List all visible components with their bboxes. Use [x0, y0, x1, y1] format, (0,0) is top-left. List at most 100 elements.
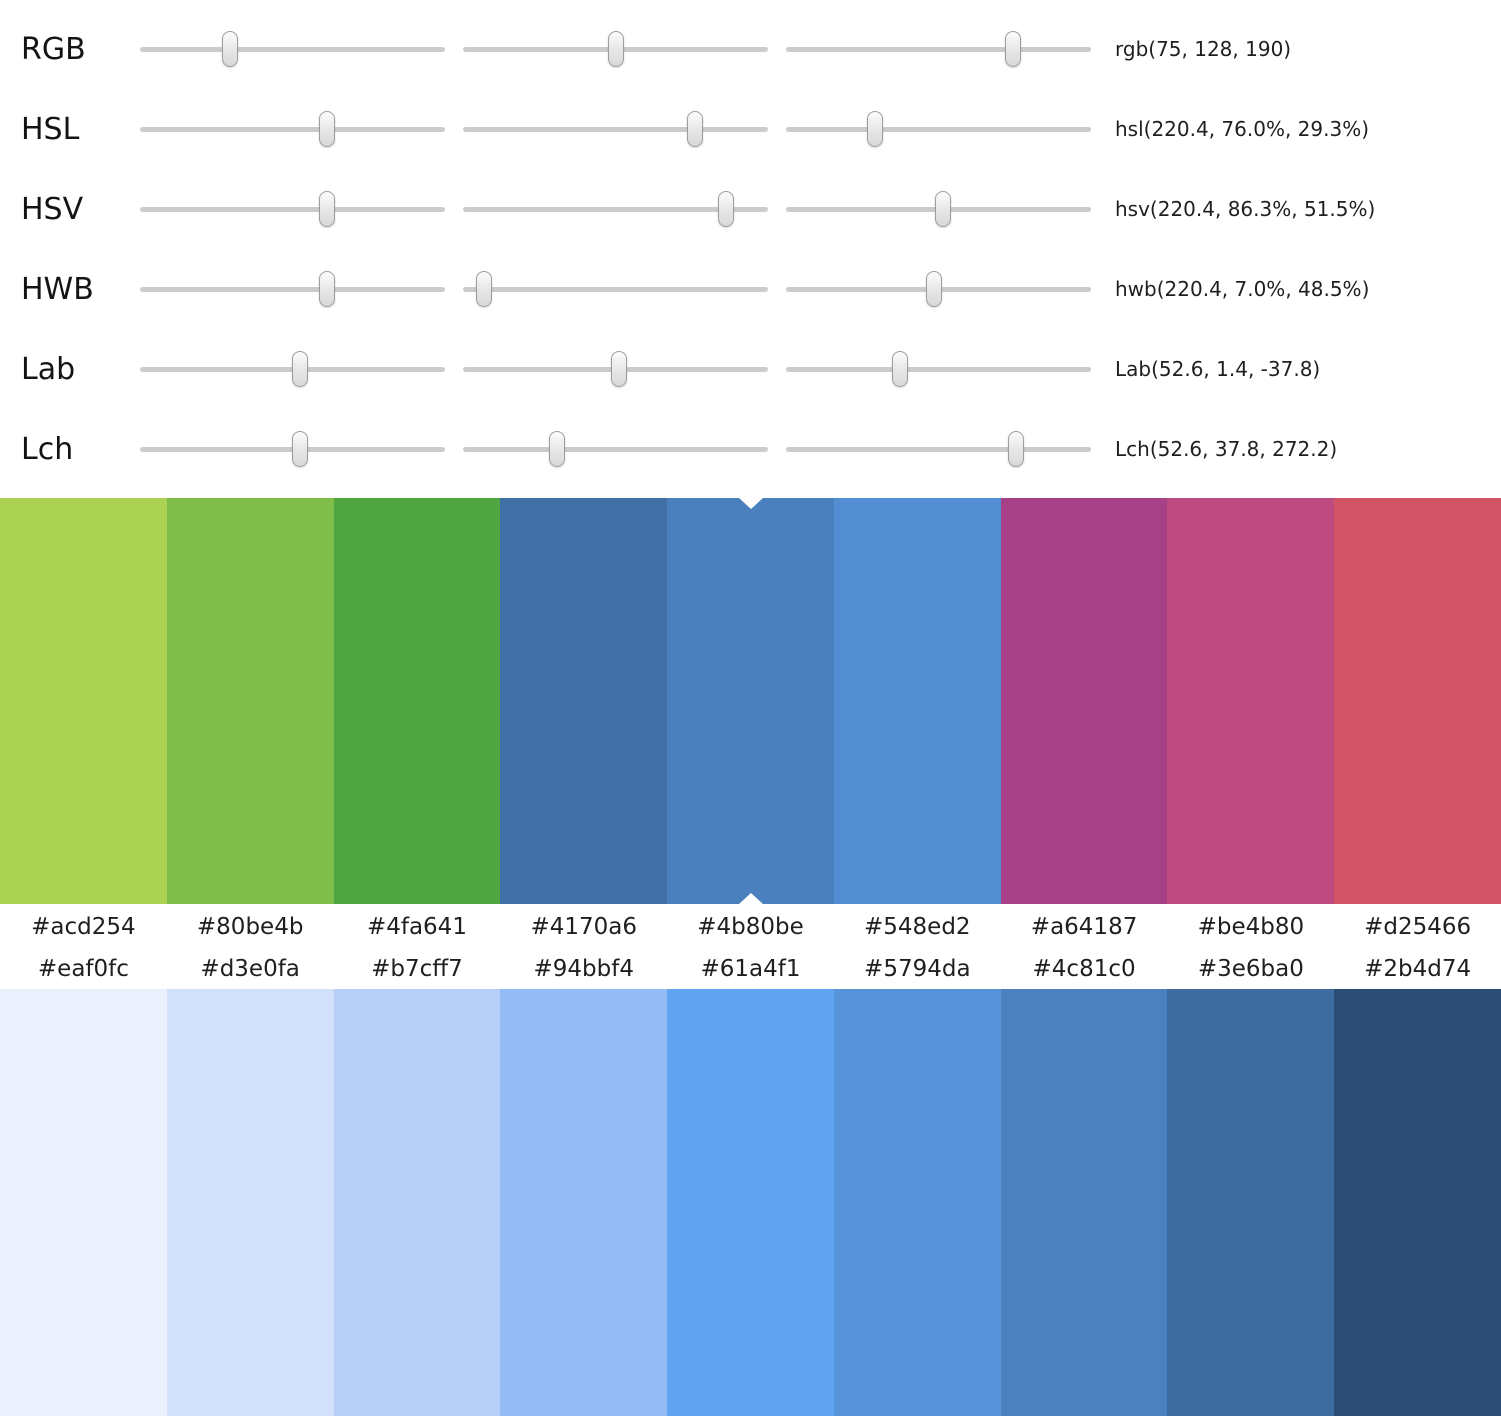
slider-value-text: rgb(75, 128, 190): [1115, 37, 1292, 61]
swatch-hex-label: #4170a6: [530, 913, 637, 940]
tint-hex-labels: #eaf0fc #d3e0fa #b7cff7 #94bbf4 #61a4f1 #5794…: [0, 949, 1501, 989]
selected-swatch-marker-top: [738, 498, 763, 509]
slider-row: HSV hsv(220.4, 86.3%, 51.5%): [0, 169, 1501, 249]
swatch-hex-label: #3e6ba0: [1197, 956, 1304, 982]
slider-row-label: HWB: [21, 271, 94, 307]
slider-track[interactable]: [786, 109, 1091, 149]
slider-track[interactable]: [463, 429, 768, 469]
palette-swatch[interactable]: [500, 498, 668, 904]
slider-track[interactable]: [140, 189, 445, 229]
slider-track-line: [463, 286, 768, 292]
slider-track[interactable]: [786, 189, 1091, 229]
slider-track-line: [463, 206, 768, 212]
palette-swatch[interactable]: [667, 498, 834, 904]
slider-track[interactable]: [140, 429, 445, 469]
swatch-hex-label: #acd254: [31, 913, 136, 940]
palette-swatch[interactable]: [333, 989, 501, 1416]
palette-swatch[interactable]: [1000, 989, 1168, 1416]
swatch-hex-label: #d25466: [1364, 913, 1472, 940]
slider-thumb[interactable]: [867, 111, 884, 147]
slider-track-line: [786, 126, 1091, 132]
slider-row-label: HSL: [21, 111, 80, 147]
slider-thumb[interactable]: [925, 271, 942, 307]
slider-row-label: Lch: [21, 431, 74, 467]
slider-thumb[interactable]: [318, 111, 335, 147]
slider-track[interactable]: [463, 269, 768, 309]
slider-track[interactable]: [786, 429, 1091, 469]
swatch-hex-label: #94bbf4: [533, 956, 634, 982]
slider-track-line: [786, 366, 1091, 372]
slider-track[interactable]: [140, 269, 445, 309]
slider-value-text: hwb(220.4, 7.0%, 48.5%): [1115, 277, 1370, 301]
tint-shade-palette: #eaf0fc #d3e0fa #b7cff7 #94bbf4 #61a4f1 #5794…: [0, 949, 1501, 1416]
slider-track[interactable]: [463, 109, 768, 149]
slider-thumb[interactable]: [292, 351, 309, 387]
swatch-hex-label: #4fa641: [366, 913, 467, 940]
slider-thumb[interactable]: [718, 191, 735, 227]
palette-swatch[interactable]: [833, 498, 1001, 904]
slider-thumb[interactable]: [292, 431, 309, 467]
slider-value-text: Lch(52.6, 37.8, 272.2): [1115, 437, 1338, 461]
hue-palette: #acd254 #80be4b #4fa641 #4170a6 #4b80be #548e…: [0, 498, 1501, 949]
palette-swatch[interactable]: [166, 989, 334, 1416]
swatch-hex-label: #eaf0fc: [37, 956, 129, 982]
palette-swatch[interactable]: [0, 989, 167, 1416]
slider-track[interactable]: [140, 109, 445, 149]
slider-thumb[interactable]: [892, 351, 909, 387]
slider-track-line: [463, 446, 768, 452]
tint-strip: [0, 989, 1501, 1416]
slider-row-label: HSV: [21, 191, 84, 227]
slider-track[interactable]: [786, 349, 1091, 389]
slider-track[interactable]: [140, 29, 445, 69]
swatch-hex-label: #d3e0fa: [200, 956, 300, 982]
slider-track-line: [140, 206, 445, 212]
slider-value-text: Lab(52.6, 1.4, -37.8): [1115, 357, 1321, 381]
slider-track[interactable]: [463, 189, 768, 229]
palette-swatch[interactable]: [1000, 498, 1168, 904]
swatch-hex-label: #80be4b: [196, 913, 304, 940]
slider-track[interactable]: [463, 29, 768, 69]
slider-row: HWB hwb(220.4, 7.0%, 48.5%): [0, 249, 1501, 329]
hue-strip: [0, 498, 1501, 904]
slider-thumb[interactable]: [318, 271, 335, 307]
slider-track-line: [786, 46, 1091, 52]
palette-swatch[interactable]: [166, 498, 334, 904]
slider-value-text: hsv(220.4, 86.3%, 51.5%): [1115, 197, 1376, 221]
slider-thumb[interactable]: [548, 431, 565, 467]
slider-thumb[interactable]: [935, 191, 952, 227]
palette-swatch[interactable]: [0, 498, 167, 904]
swatch-hex-label: #4b80be: [697, 913, 804, 940]
hue-hex-labels: #acd254 #80be4b #4fa641 #4170a6 #4b80be #548e…: [0, 904, 1501, 949]
swatch-hex-label: #a64187: [1030, 913, 1138, 940]
palette-swatch[interactable]: [1334, 989, 1501, 1416]
swatch-hex-label: #2b4d74: [1364, 956, 1472, 982]
slider-panel: RGB rgb(75, 128, 190) HSL hsl(220.4,: [0, 0, 1501, 498]
palette-swatch[interactable]: [833, 989, 1001, 1416]
slider-track-line: [140, 286, 445, 292]
slider-thumb[interactable]: [610, 351, 627, 387]
swatch-hex-label: #548ed2: [864, 913, 971, 940]
swatch-hex-label: #61a4f1: [700, 956, 801, 982]
palette-swatch[interactable]: [667, 989, 834, 1416]
slider-thumb[interactable]: [1005, 31, 1022, 67]
palette-swatch[interactable]: [1167, 989, 1335, 1416]
slider-track[interactable]: [140, 349, 445, 389]
slider-value-text: hsl(220.4, 76.0%, 29.3%): [1115, 117, 1370, 141]
slider-thumb[interactable]: [608, 31, 625, 67]
slider-thumb[interactable]: [318, 191, 335, 227]
slider-thumb[interactable]: [1007, 431, 1024, 467]
slider-row-label: RGB: [21, 31, 86, 67]
slider-row: Lch Lch(52.6, 37.8, 272.2): [0, 409, 1501, 489]
palette-swatch[interactable]: [333, 498, 501, 904]
slider-thumb[interactable]: [476, 271, 493, 307]
slider-track-line: [786, 446, 1091, 452]
slider-thumb[interactable]: [686, 111, 703, 147]
palette-swatch[interactable]: [1167, 498, 1335, 904]
slider-thumb[interactable]: [221, 31, 238, 67]
palette-swatch[interactable]: [500, 989, 668, 1416]
palette-swatch[interactable]: [1334, 498, 1501, 904]
slider-track[interactable]: [786, 269, 1091, 309]
slider-track[interactable]: [463, 349, 768, 389]
slider-track[interactable]: [786, 29, 1091, 69]
